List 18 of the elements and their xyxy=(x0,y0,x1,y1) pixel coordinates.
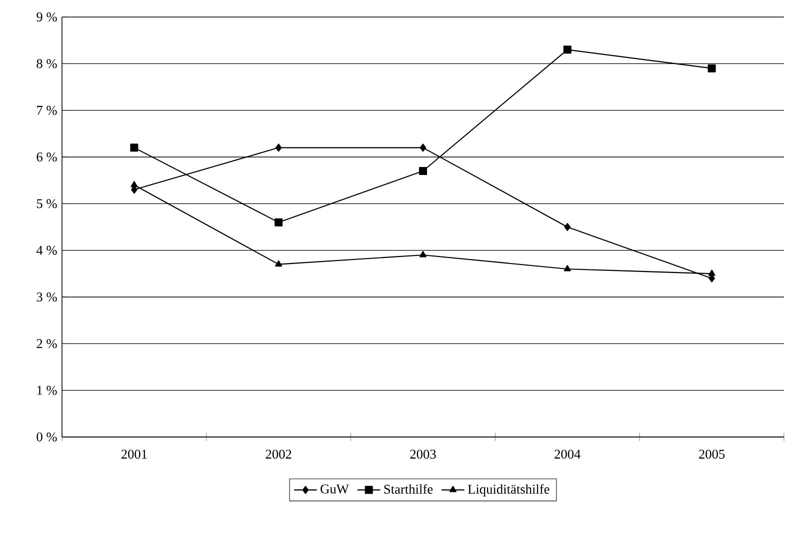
y-tick-label: 1 % xyxy=(37,386,57,395)
x-tick-label: 2001 xyxy=(121,450,147,459)
y-tick-label: 7 % xyxy=(37,106,57,115)
y-tick-label: 3 % xyxy=(36,292,57,302)
y-tick-label: 9 % xyxy=(36,12,57,22)
x-tick-label: 2005 xyxy=(699,450,725,459)
legend-label: Liquiditätshilfe xyxy=(468,484,550,496)
y-tick-label: 5 % xyxy=(36,199,57,208)
y-tick-label: 4 % xyxy=(36,246,57,255)
x-tick-label: 2003 xyxy=(410,450,436,459)
x-tick-label: 2004 xyxy=(554,450,581,459)
y-tick-label: 6 % xyxy=(36,152,57,162)
legend-label: Starthilfe xyxy=(384,484,433,494)
y-tick-label: 8 % xyxy=(36,59,57,68)
y-tick-label: 2 % xyxy=(36,339,57,348)
x-tick-label: 2002 xyxy=(266,450,292,459)
legend-label: GuW xyxy=(320,484,349,494)
y-tick-label: 0 % xyxy=(36,432,57,442)
